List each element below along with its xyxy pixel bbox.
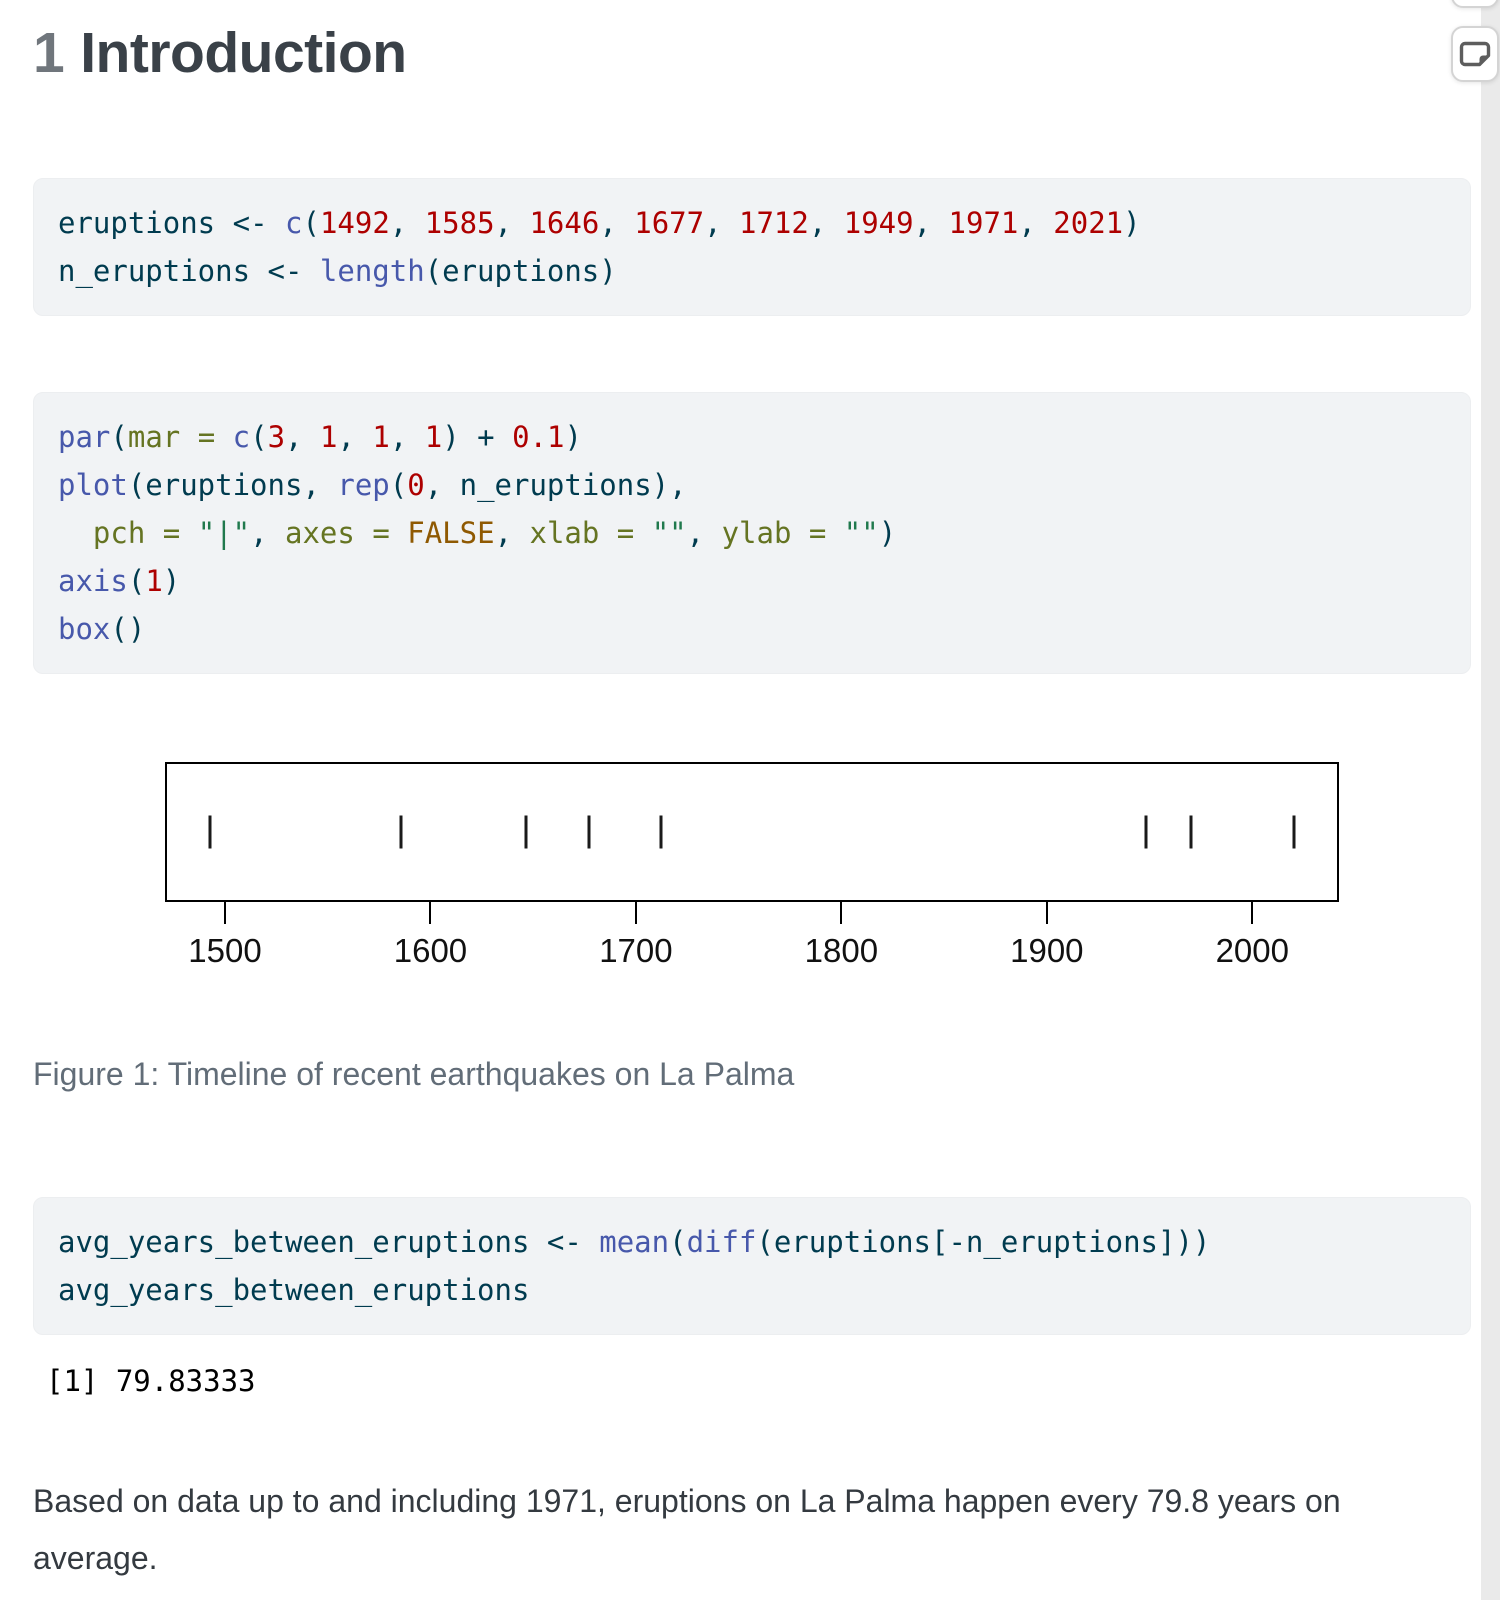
timeline-plot: 1500 1600 1700 1800 1900 2000 [165, 761, 1339, 974]
axis-tick [1045, 901, 1048, 924]
page-note-icon [1459, 41, 1491, 67]
body-paragraph: Based on data up to and including 1971, … [33, 1482, 1341, 1576]
code-block-average: avg_years_between_eruptions <- mean(diff… [33, 1196, 1471, 1335]
axis-tick-label: 1500 [188, 931, 262, 969]
annotation-note-button[interactable] [1451, 26, 1499, 82]
axis-tick-label: 2000 [1215, 931, 1289, 969]
axis-tick-label: 1700 [599, 931, 673, 969]
code-line: avg_years_between_eruptions <- mean(diff… [58, 1224, 1211, 1259]
document-body: 1 Introduction eruptions <- c(1492, 1585,… [33, 22, 1471, 1587]
axis-tick [223, 901, 226, 924]
eruption-mark-1677 [587, 815, 591, 849]
code-line: pch = "|", axes = FALSE, xlab = "", ylab… [92, 515, 897, 550]
code-line: par(mar = c(3, 1, 1, 1) + 0.1) [58, 419, 582, 454]
code-block-plot: par(mar = c(3, 1, 1, 1) + 0.1) plot(erupt… [33, 391, 1471, 674]
eruption-mark-1971 [1189, 815, 1193, 849]
figure-caption: Figure 1: Timeline of recent earthquakes… [33, 1055, 795, 1092]
code-line: eruptions <- c(1492, 1585, 1646, 1677, 1… [58, 205, 1141, 240]
figure-timeline: 1500 1600 1700 1800 1900 2000 [33, 761, 1471, 974]
code-line: box() [58, 611, 146, 646]
plot-box [165, 761, 1339, 902]
eruption-mark-1646 [524, 815, 528, 849]
section-number: 1 [33, 21, 65, 85]
code-line: axis(1) [58, 563, 181, 598]
axis-tick [429, 901, 432, 924]
axis-tick-label: 1600 [393, 931, 468, 969]
section-heading: 1 Introduction [33, 22, 1471, 85]
code-line: avg_years_between_eruptions [58, 1272, 530, 1307]
scrollbar-track[interactable] [1481, 0, 1500, 1600]
section-title: Introduction [80, 21, 407, 85]
code-line: plot(eruptions, rep(0, n_eruptions), [58, 467, 687, 502]
code-line: n_eruptions <- length(eruptions) [58, 253, 617, 288]
eruption-mark-1585 [399, 815, 403, 849]
axis-tick [634, 901, 637, 924]
eruption-mark-1712 [659, 815, 663, 849]
eruption-mark-1492 [208, 815, 212, 849]
eruption-mark-2021 [1292, 815, 1296, 849]
axis-tick-label: 1900 [1010, 931, 1084, 969]
axis-tick-label: 1800 [804, 931, 879, 969]
annotation-toolbar-partial-button[interactable] [1451, 0, 1499, 8]
axis-tick [1251, 901, 1254, 924]
axis-tick [840, 901, 843, 924]
x-axis: 1500 1600 1700 1800 1900 2000 [165, 901, 1339, 974]
code-block-eruptions: eruptions <- c(1492, 1585, 1646, 1677, 1… [33, 177, 1471, 316]
code-output: [1] 79.83333 [46, 1363, 256, 1398]
eruption-mark-1949 [1144, 815, 1148, 849]
plot-marks [167, 764, 1337, 900]
